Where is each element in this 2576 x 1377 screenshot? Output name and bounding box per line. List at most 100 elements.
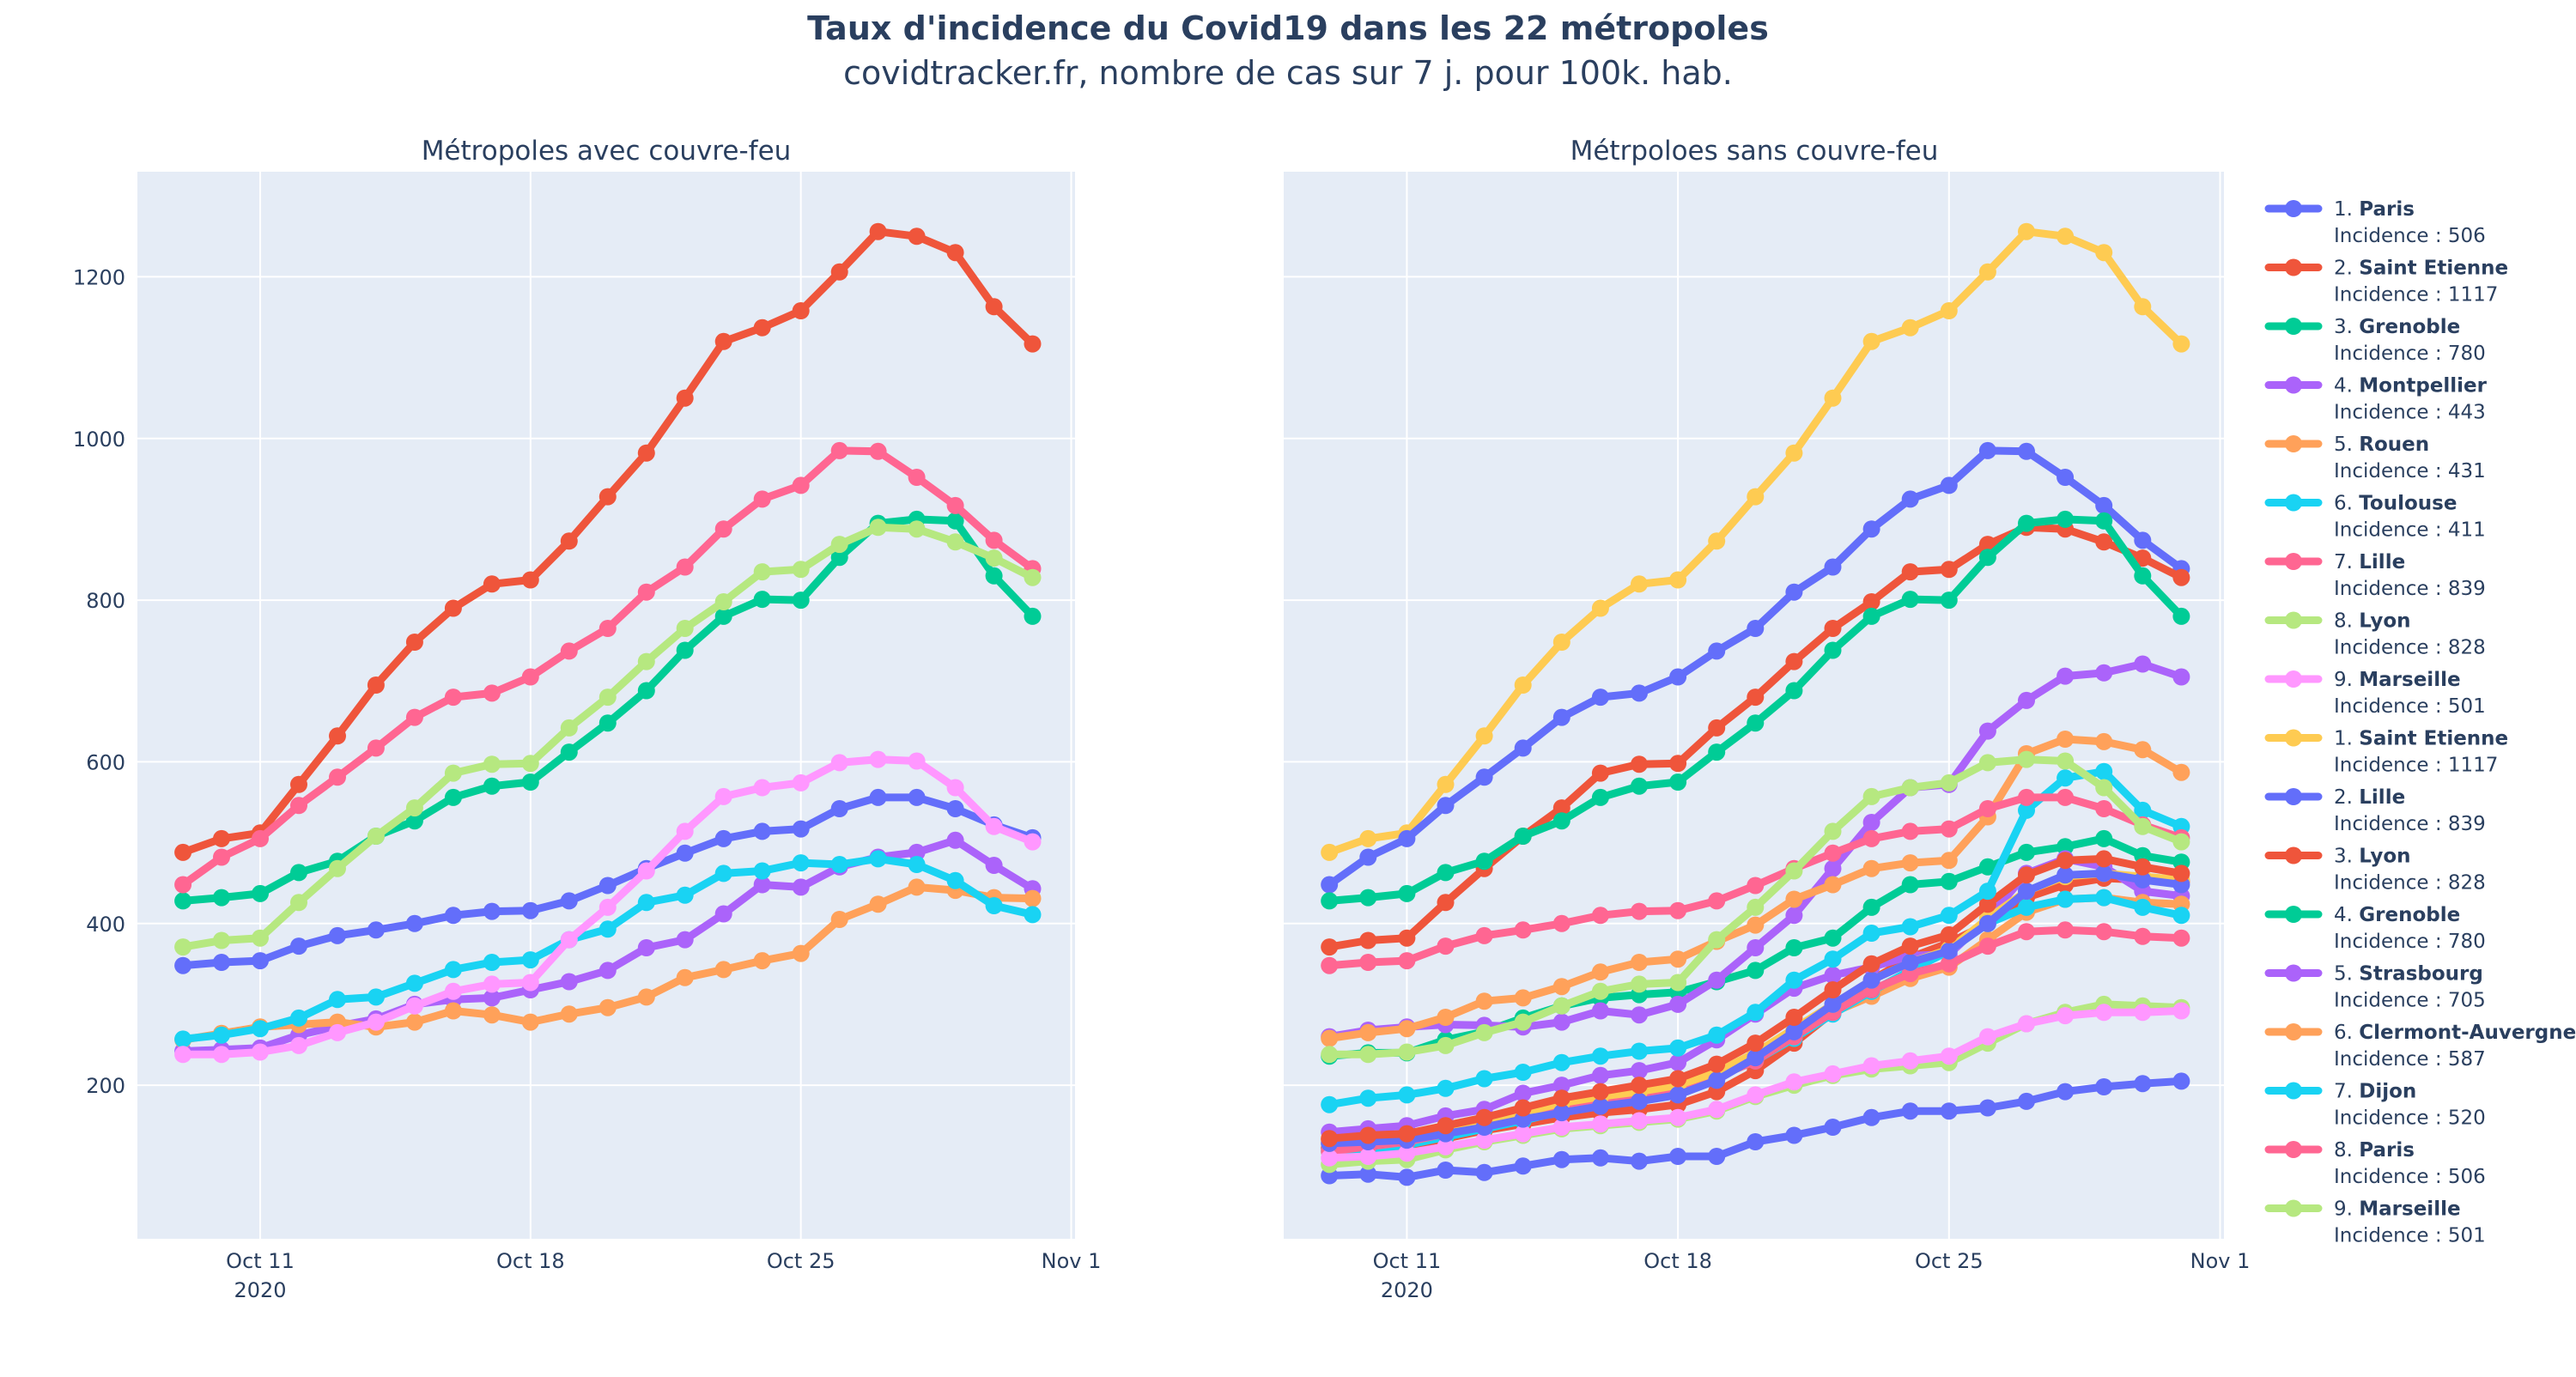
data-point (1862, 829, 1880, 847)
data-point (2134, 1075, 2152, 1093)
data-point (792, 561, 810, 579)
legend-item[interactable]: 3. Grenoble Incidence : 780 (2264, 316, 2486, 365)
data-point (830, 911, 848, 928)
data-point (2134, 858, 2152, 876)
gridlines (137, 172, 1075, 1239)
data-point (1514, 1084, 1532, 1102)
data-point (2095, 664, 2113, 682)
data-point (830, 263, 848, 281)
unlabeled-series (1321, 850, 2190, 1148)
data-point (1785, 971, 1803, 989)
x-tick-label: Oct 25 (1915, 1249, 1984, 1273)
series (174, 441, 1042, 894)
legend-swatch-marker (2285, 611, 2302, 629)
data-point (1669, 974, 1687, 992)
x-tick-year: 2020 (1381, 1278, 1433, 1302)
right-panel-title: Métrpoloes sans couvre-feu (1571, 136, 1939, 167)
legend-item[interactable]: 1. Saint Etienne Incidence : 1117 (2264, 728, 2508, 777)
data-point (290, 864, 307, 882)
series (174, 750, 1042, 1064)
legend-item[interactable]: 8. Lyon Incidence : 828 (2264, 610, 2486, 659)
data-point (444, 907, 462, 925)
data-point (1437, 1079, 1455, 1097)
data-point (753, 490, 771, 508)
legend-name: 2. Saint Etienne (2334, 258, 2508, 280)
legend-swatch-marker (2285, 200, 2302, 217)
data-point (1785, 1126, 1803, 1144)
legend-item[interactable]: 7. Dijon Incidence : 520 (2264, 1081, 2486, 1130)
data-point (483, 1006, 501, 1024)
data-point (908, 856, 926, 873)
legend-item[interactable]: 6. Toulouse Incidence : 411 (2264, 493, 2486, 542)
legend-item[interactable]: 3. Lyon Incidence : 828 (2264, 846, 2486, 895)
legend-incidence: Incidence : 587 (2334, 1048, 2486, 1071)
data-point (1024, 607, 1042, 625)
data-point (598, 488, 617, 506)
data-point (1437, 775, 1455, 793)
legend-name: 6. Toulouse (2334, 493, 2457, 515)
data-point (1024, 906, 1042, 924)
data-point (2134, 298, 2152, 316)
legend-item[interactable]: 4. Montpellier Incidence : 443 (2264, 375, 2488, 424)
legend-item[interactable]: 7. Lille Incidence : 839 (2264, 551, 2486, 600)
legend-name: 4. Montpellier (2334, 375, 2488, 397)
data-point (2018, 866, 2035, 884)
data-point (637, 682, 655, 700)
data-point (483, 989, 501, 1007)
legend-item[interactable]: 2. Saint Etienne Incidence : 1117 (2264, 258, 2508, 306)
legend-item[interactable]: 4. Grenoble Incidence : 780 (2264, 904, 2486, 953)
data-point (1901, 779, 1919, 797)
data-point (367, 921, 385, 939)
data-point (1552, 1013, 1571, 1031)
data-point (2018, 1092, 2035, 1110)
data-point (1708, 1026, 1726, 1044)
data-point (1437, 894, 1455, 912)
legend-incidence: Incidence : 506 (2334, 1166, 2486, 1188)
data-point (1631, 755, 1648, 773)
data-point (1591, 1149, 1609, 1167)
data-point (2095, 533, 2113, 551)
data-point (444, 982, 462, 1000)
data-point (1785, 652, 1803, 670)
data-point (908, 752, 926, 770)
legend-item[interactable]: 1. Paris Incidence : 506 (2264, 198, 2486, 247)
data-point (1940, 1102, 1958, 1120)
data-point (676, 886, 694, 904)
legend-name: 5. Strasbourg (2334, 963, 2483, 986)
data-point (252, 929, 269, 947)
data-point (1437, 1036, 1455, 1054)
data-point (560, 642, 578, 660)
data-point (1785, 1009, 1803, 1026)
data-point (2134, 549, 2152, 567)
legend-item[interactable]: 2. Lille Incidence : 839 (2264, 786, 2486, 835)
data-point (2134, 655, 2152, 673)
legend-swatch-marker (2285, 376, 2302, 394)
data-point (1514, 1099, 1532, 1117)
legend-item[interactable]: 6. Clermont-Auvergne Incidence : 587 (2264, 1022, 2576, 1071)
data-point (1552, 1053, 1571, 1071)
data-point (1514, 989, 1532, 1007)
data-point (598, 620, 617, 637)
legend-item[interactable]: 5. Strasbourg Incidence : 705 (2264, 963, 2486, 1012)
data-point (290, 797, 307, 815)
data-point (1708, 743, 1726, 761)
data-point (1552, 634, 1571, 651)
data-point (869, 895, 887, 913)
data-point (908, 469, 926, 486)
legend-item[interactable]: 9. Marseille Incidence : 501 (2264, 669, 2486, 718)
unlabeled-series (1321, 1002, 2190, 1167)
data-point (869, 788, 887, 806)
data-point (1552, 997, 1571, 1015)
data-point (367, 739, 385, 757)
data-point (1359, 1089, 1377, 1107)
legend-swatch-marker (2285, 846, 2302, 864)
data-point (908, 878, 926, 896)
data-point (1514, 828, 1532, 845)
data-point (2134, 801, 2152, 819)
data-point (290, 894, 307, 912)
legend-item[interactable]: 8. Paris Incidence : 506 (2264, 1139, 2486, 1188)
legend-item[interactable]: 5. Rouen Incidence : 431 (2264, 434, 2486, 482)
legend-item[interactable]: 9. Marseille Incidence : 501 (2264, 1198, 2486, 1247)
data-point (213, 1046, 230, 1064)
data-point (1940, 1047, 1958, 1065)
